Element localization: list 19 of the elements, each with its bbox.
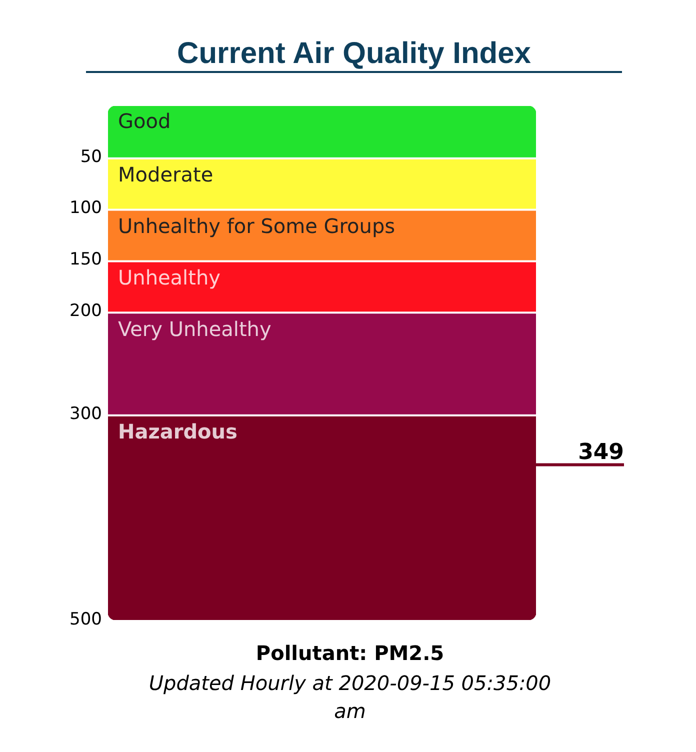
- text: Updated Hourly at 2020-09-15 05:35:00 am: [148, 671, 552, 723]
- y-tick-label: 300: [70, 404, 102, 424]
- bar: [108, 106, 536, 158]
- chart-title: Current Air Quality Index: [177, 37, 532, 70]
- series-label: Moderate: [118, 162, 214, 187]
- bar: [108, 157, 536, 210]
- series-label: Good: [118, 109, 171, 134]
- series-label: Very Unhealthy: [118, 316, 272, 341]
- series-label: Hazardous: [118, 420, 238, 444]
- y-tick-label: 100: [70, 198, 102, 218]
- y-tick-label: 200: [70, 301, 102, 322]
- y-tick-label: 50: [80, 146, 102, 167]
- text: Pollutant: PM2.5: [256, 641, 444, 665]
- y-tick-label: 500: [70, 609, 102, 630]
- series-label: Unhealthy for Some Groups: [118, 214, 396, 238]
- series-label: Unhealthy: [118, 265, 221, 290]
- y-tick-label: 150: [70, 250, 102, 270]
- ref-line-label: 349: [578, 440, 624, 465]
- bar: [108, 311, 536, 415]
